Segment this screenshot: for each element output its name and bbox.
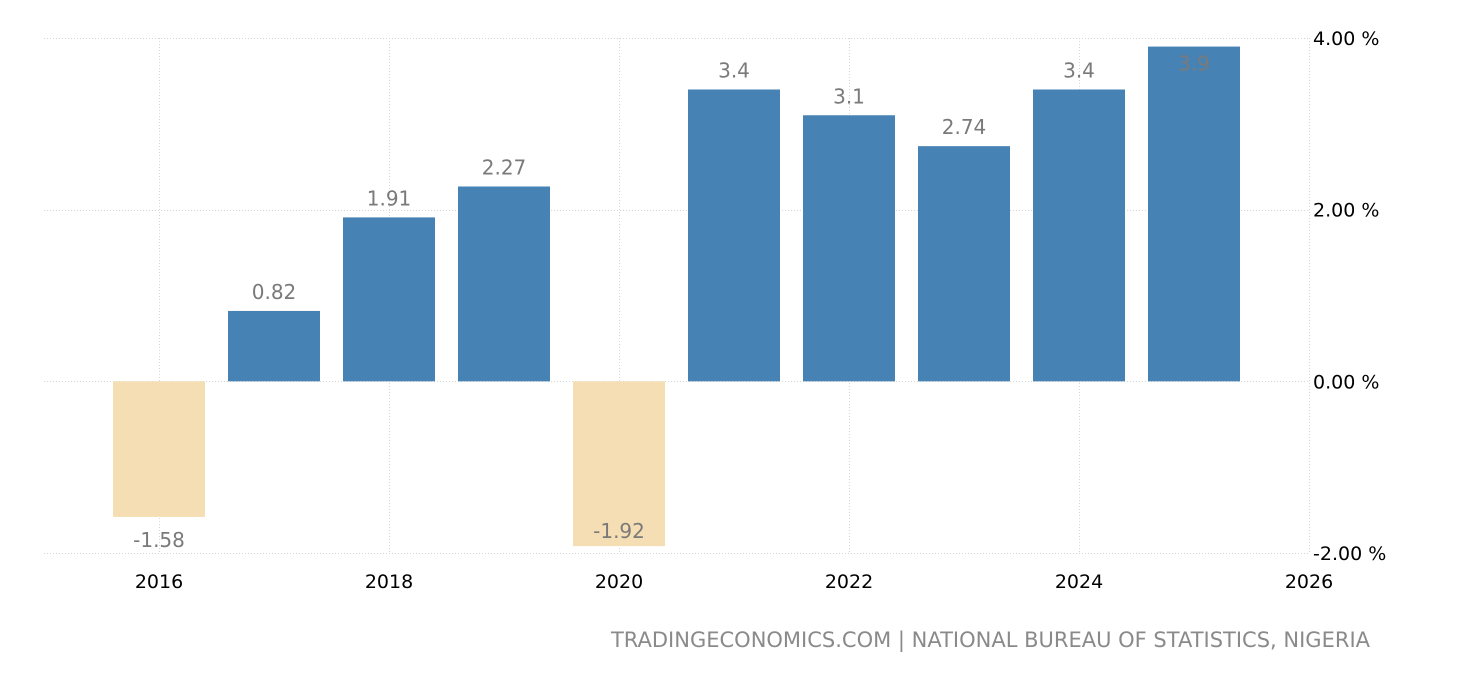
bar-2022 bbox=[803, 115, 895, 382]
y-tick-label: 0.00 % bbox=[1313, 371, 1379, 393]
x-tick-label: 2024 bbox=[1055, 571, 1103, 593]
x-tick-label: 2020 bbox=[595, 571, 643, 593]
data-label-2024: 3.4 bbox=[1063, 59, 1095, 83]
data-label-2023: 2.74 bbox=[942, 115, 987, 139]
data-label-2018: 1.91 bbox=[367, 186, 412, 210]
x-tick-label: 2026 bbox=[1285, 571, 1333, 593]
y-tick-label: -2.00 % bbox=[1313, 543, 1386, 565]
x-tick-label: 2018 bbox=[365, 571, 413, 593]
grid-lines bbox=[44, 38, 1310, 554]
data-label-2022: 3.1 bbox=[833, 84, 865, 108]
data-label-2017: 0.82 bbox=[252, 280, 297, 304]
bar-2018 bbox=[343, 217, 435, 382]
data-label-2025: 3.9 bbox=[1178, 52, 1210, 76]
bar-2023 bbox=[918, 146, 1010, 382]
bar-2021 bbox=[688, 89, 780, 382]
bar-2020 bbox=[573, 381, 665, 547]
x-axis-ticks: 2016 2018 2020 2022 2024 2026 bbox=[135, 571, 1333, 593]
x-tick-label: 2022 bbox=[825, 571, 873, 593]
bar-2019 bbox=[458, 186, 550, 382]
y-tick-label: 4.00 % bbox=[1313, 28, 1379, 50]
y-axis-ticks: 4.00 % 2.00 % 0.00 % -2.00 % bbox=[1313, 28, 1386, 565]
bar-2025 bbox=[1148, 46, 1240, 382]
data-labels: -1.58 0.82 1.91 2.27 -1.92 3.4 3.1 2.74 3.4 3.9 bbox=[133, 52, 1210, 552]
data-label-2019: 2.27 bbox=[482, 155, 527, 179]
data-label-2021: 3.4 bbox=[718, 59, 750, 83]
x-tick-label: 2016 bbox=[135, 571, 183, 593]
source-attribution: TRADINGECONOMICS.COM | NATIONAL BUREAU O… bbox=[610, 628, 1370, 652]
bar-2017 bbox=[228, 310, 320, 382]
bar-2016 bbox=[113, 381, 205, 517]
data-label-2020: -1.92 bbox=[593, 519, 645, 543]
y-tick-label: 2.00 % bbox=[1313, 200, 1379, 222]
bar-2024 bbox=[1033, 89, 1125, 382]
data-label-2016: -1.58 bbox=[133, 528, 185, 552]
bars bbox=[113, 46, 1240, 547]
